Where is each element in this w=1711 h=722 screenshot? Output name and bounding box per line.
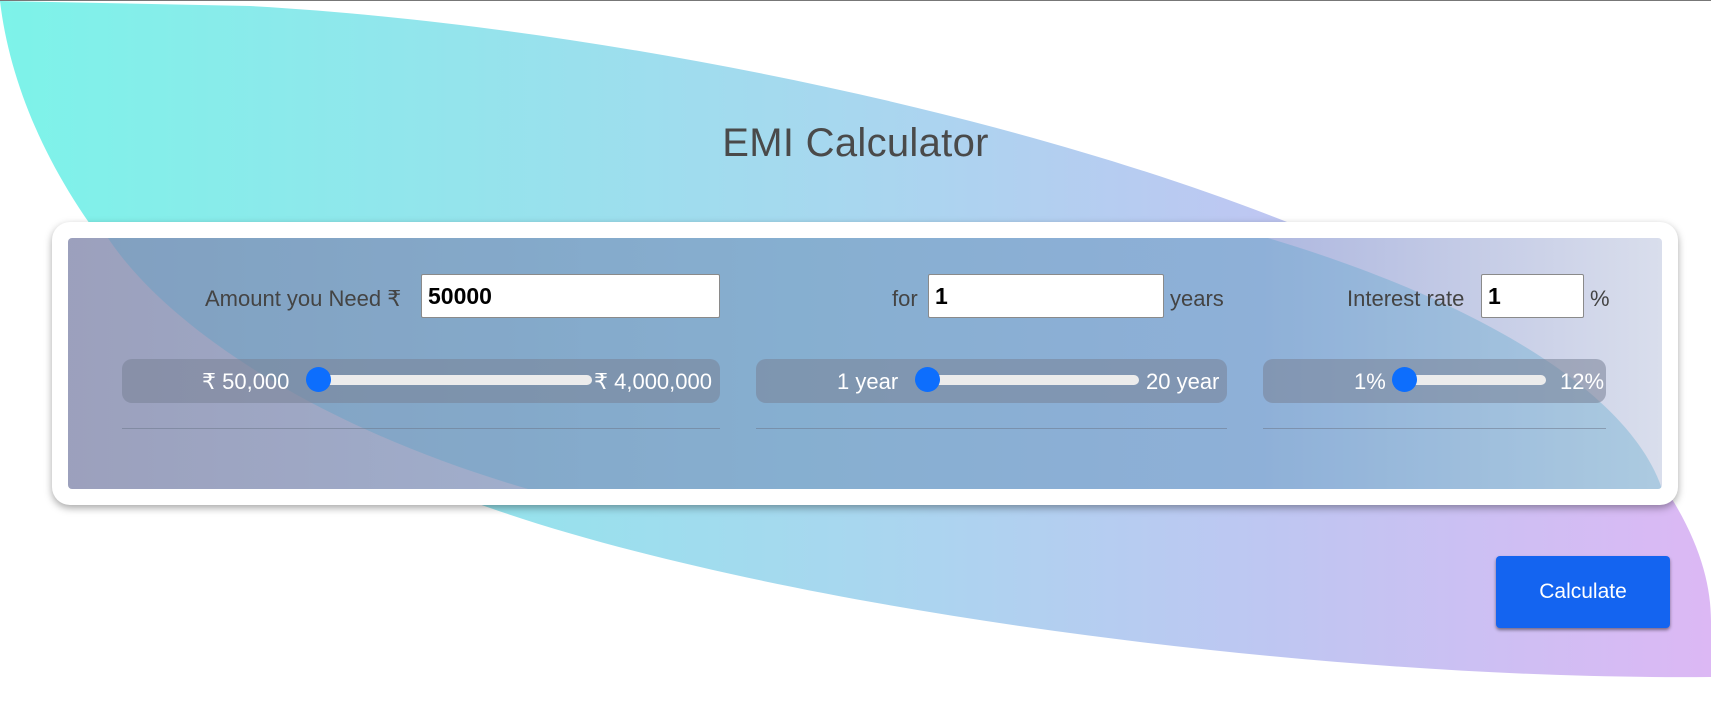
amount-slider-min-label: ₹ 50,000	[202, 369, 290, 394]
interest-divider	[1263, 428, 1606, 429]
tenure-input[interactable]	[928, 274, 1164, 318]
interest-slider-track[interactable]	[1396, 375, 1546, 385]
calculate-button[interactable]: Calculate	[1496, 556, 1670, 628]
tenure-prefix-label: for	[892, 286, 918, 311]
tenure-slider-container: 1 year 20 year	[756, 359, 1227, 403]
interest-slider-container: 1% 12%	[1263, 359, 1606, 403]
amount-label: Amount you Need ₹	[205, 286, 402, 311]
tenure-divider	[756, 428, 1227, 429]
tenure-slider-thumb[interactable]	[915, 367, 940, 392]
amount-slider-max-label: ₹ 4,000,000	[594, 369, 712, 394]
interest-input[interactable]	[1481, 274, 1584, 318]
page-title: EMI Calculator	[722, 121, 989, 165]
amount-slider-track[interactable]	[310, 375, 592, 385]
amount-divider	[122, 428, 720, 429]
interest-slider-thumb[interactable]	[1392, 367, 1417, 392]
tenure-suffix-label: years	[1170, 286, 1224, 311]
tenure-slider-max-label: 20 year	[1146, 369, 1220, 394]
tenure-slider-track[interactable]	[919, 375, 1139, 385]
tenure-slider-min-label: 1 year	[837, 369, 899, 394]
interest-percent-label: %	[1590, 286, 1610, 311]
interest-slider-min-label: 1%	[1354, 369, 1386, 394]
amount-slider-container: ₹ 50,000 ₹ 4,000,000	[122, 359, 720, 403]
interest-label: Interest rate	[1347, 286, 1465, 311]
interest-slider-max-label: 12%	[1560, 369, 1605, 394]
amount-slider-thumb[interactable]	[306, 367, 331, 392]
amount-input[interactable]	[421, 274, 720, 318]
